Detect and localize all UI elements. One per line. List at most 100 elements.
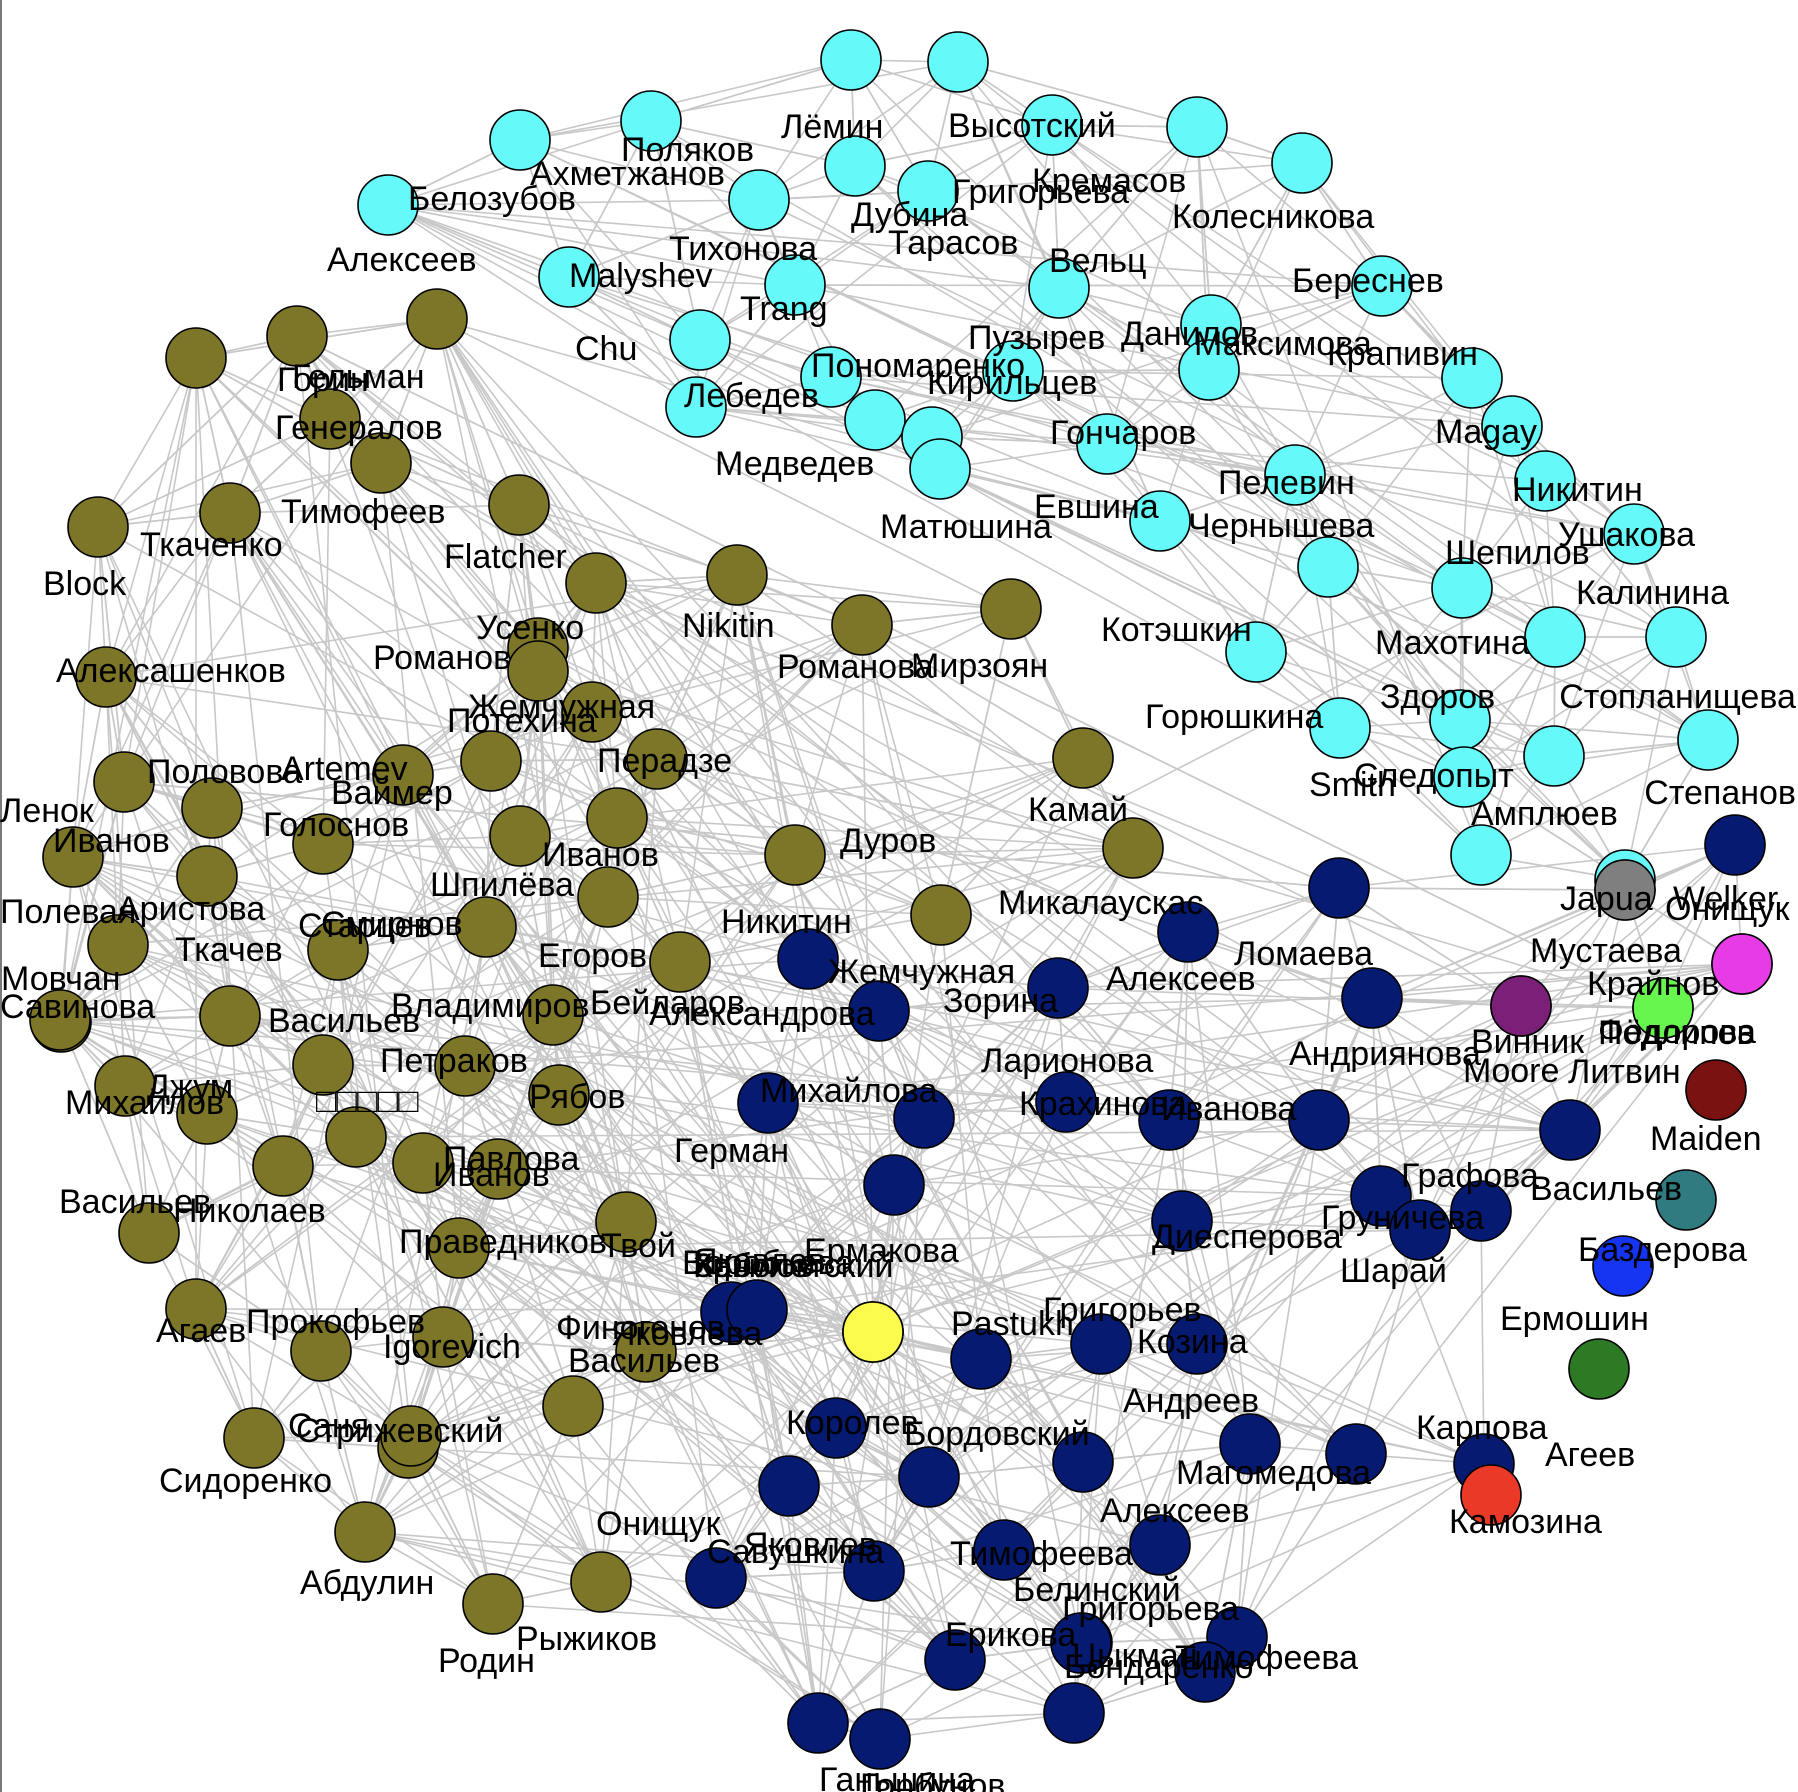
graph-node[interactable] [42,826,104,888]
graph-node[interactable] [927,31,989,93]
graph-node[interactable] [252,1135,314,1197]
graph-node[interactable] [1288,1089,1350,1151]
graph-node[interactable] [1632,977,1694,1039]
graph-node[interactable] [577,866,639,928]
graph-node[interactable] [805,1397,867,1459]
graph-node[interactable] [199,985,261,1047]
graph-node[interactable] [950,1328,1012,1390]
graph-node[interactable] [1138,1089,1200,1151]
graph-node[interactable] [334,1501,396,1563]
graph-node[interactable] [1264,444,1326,506]
graph-node[interactable] [1308,857,1370,919]
graph-node[interactable] [380,1405,442,1467]
graph-node[interactable] [973,1519,1035,1581]
graph-node[interactable] [1603,503,1665,565]
graph-node[interactable] [844,389,906,451]
graph-node[interactable] [29,989,91,1051]
graph-node[interactable] [1043,1682,1105,1744]
graph-node[interactable] [1341,967,1403,1029]
graph-node[interactable] [1433,746,1495,808]
graph-node[interactable] [1685,1059,1747,1121]
graph-node[interactable] [1704,814,1766,876]
graph-node[interactable] [266,305,328,367]
graph-node[interactable] [737,1072,799,1134]
graph-node[interactable] [831,594,893,656]
graph-node[interactable] [462,1573,524,1635]
graph-node[interactable] [848,980,910,1042]
graph-node[interactable] [843,1540,905,1602]
graph-node[interactable] [1035,1071,1097,1133]
graph-node[interactable] [1271,132,1333,194]
graph-node[interactable] [372,744,434,806]
graph-node[interactable] [455,896,517,958]
graph-node[interactable] [561,681,623,743]
graph-node[interactable] [542,1375,604,1437]
graph-node[interactable] [586,787,648,849]
graph-node[interactable] [93,751,155,813]
graph-node[interactable] [1711,933,1773,995]
graph-node[interactable] [1655,1169,1717,1231]
graph-node[interactable] [1309,697,1371,759]
graph-node[interactable] [460,730,522,792]
graph-node[interactable] [75,646,137,708]
graph-node[interactable] [924,1629,986,1691]
graph-node[interactable] [898,1446,960,1508]
graph-node[interactable] [1677,709,1739,771]
graph-node[interactable] [176,845,238,907]
graph-node[interactable] [565,552,627,614]
graph-node[interactable] [863,1154,925,1216]
graph-node[interactable] [165,327,227,389]
graph-node[interactable] [1351,255,1413,317]
graph-node[interactable] [1297,536,1359,598]
graph-node[interactable] [665,376,727,438]
graph-node[interactable] [165,1278,227,1340]
graph-node[interactable] [87,914,149,976]
graph-node[interactable] [489,109,551,171]
graph-node[interactable] [428,1217,490,1279]
graph-node[interactable] [909,438,971,500]
graph-node[interactable] [1219,1413,1281,1475]
graph-node[interactable] [307,919,369,981]
graph-node[interactable] [1450,824,1512,886]
graph-node[interactable] [980,578,1042,640]
graph-node[interactable] [467,1138,529,1200]
graph-node[interactable] [1460,1464,1522,1526]
graph-node[interactable] [728,169,790,231]
graph-node[interactable] [1592,1235,1654,1297]
graph-node[interactable] [1441,347,1503,409]
graph-node[interactable] [820,29,882,91]
graph-node[interactable] [538,246,600,308]
graph-node[interactable] [893,1087,955,1149]
graph-node[interactable] [897,160,959,222]
graph-node[interactable] [434,1035,496,1097]
graph-node[interactable] [706,544,768,606]
graph-node[interactable] [1151,1190,1213,1252]
graph-node[interactable] [1490,975,1552,1037]
graph-node[interactable] [522,984,584,1046]
graph-node[interactable] [1052,1431,1114,1493]
graph-node[interactable] [982,340,1044,402]
graph-node[interactable] [1129,1514,1191,1576]
graph-node[interactable] [488,474,550,536]
graph-node[interactable] [1523,725,1585,787]
graph-node[interactable] [1028,257,1090,319]
graph-node[interactable] [1027,957,1089,1019]
graph-node[interactable] [299,388,361,450]
graph-node[interactable] [1225,621,1287,683]
graph-node[interactable] [1178,339,1240,401]
graph-node[interactable] [777,928,839,990]
graph-node[interactable] [758,1455,820,1517]
graph-node[interactable] [570,1551,632,1613]
graph-node[interactable] [350,432,412,494]
graph-node[interactable] [223,1407,285,1469]
graph-node[interactable] [176,1083,238,1145]
graph-node[interactable] [1539,1099,1601,1161]
graph-node[interactable] [764,824,826,886]
graph-node[interactable] [392,1132,454,1194]
graph-node[interactable] [181,777,243,839]
graph-node[interactable] [620,90,682,152]
graph-node[interactable] [507,640,569,702]
graph-node[interactable] [1325,1423,1387,1485]
graph-node[interactable] [325,1106,387,1168]
graph-node[interactable] [1524,606,1586,668]
